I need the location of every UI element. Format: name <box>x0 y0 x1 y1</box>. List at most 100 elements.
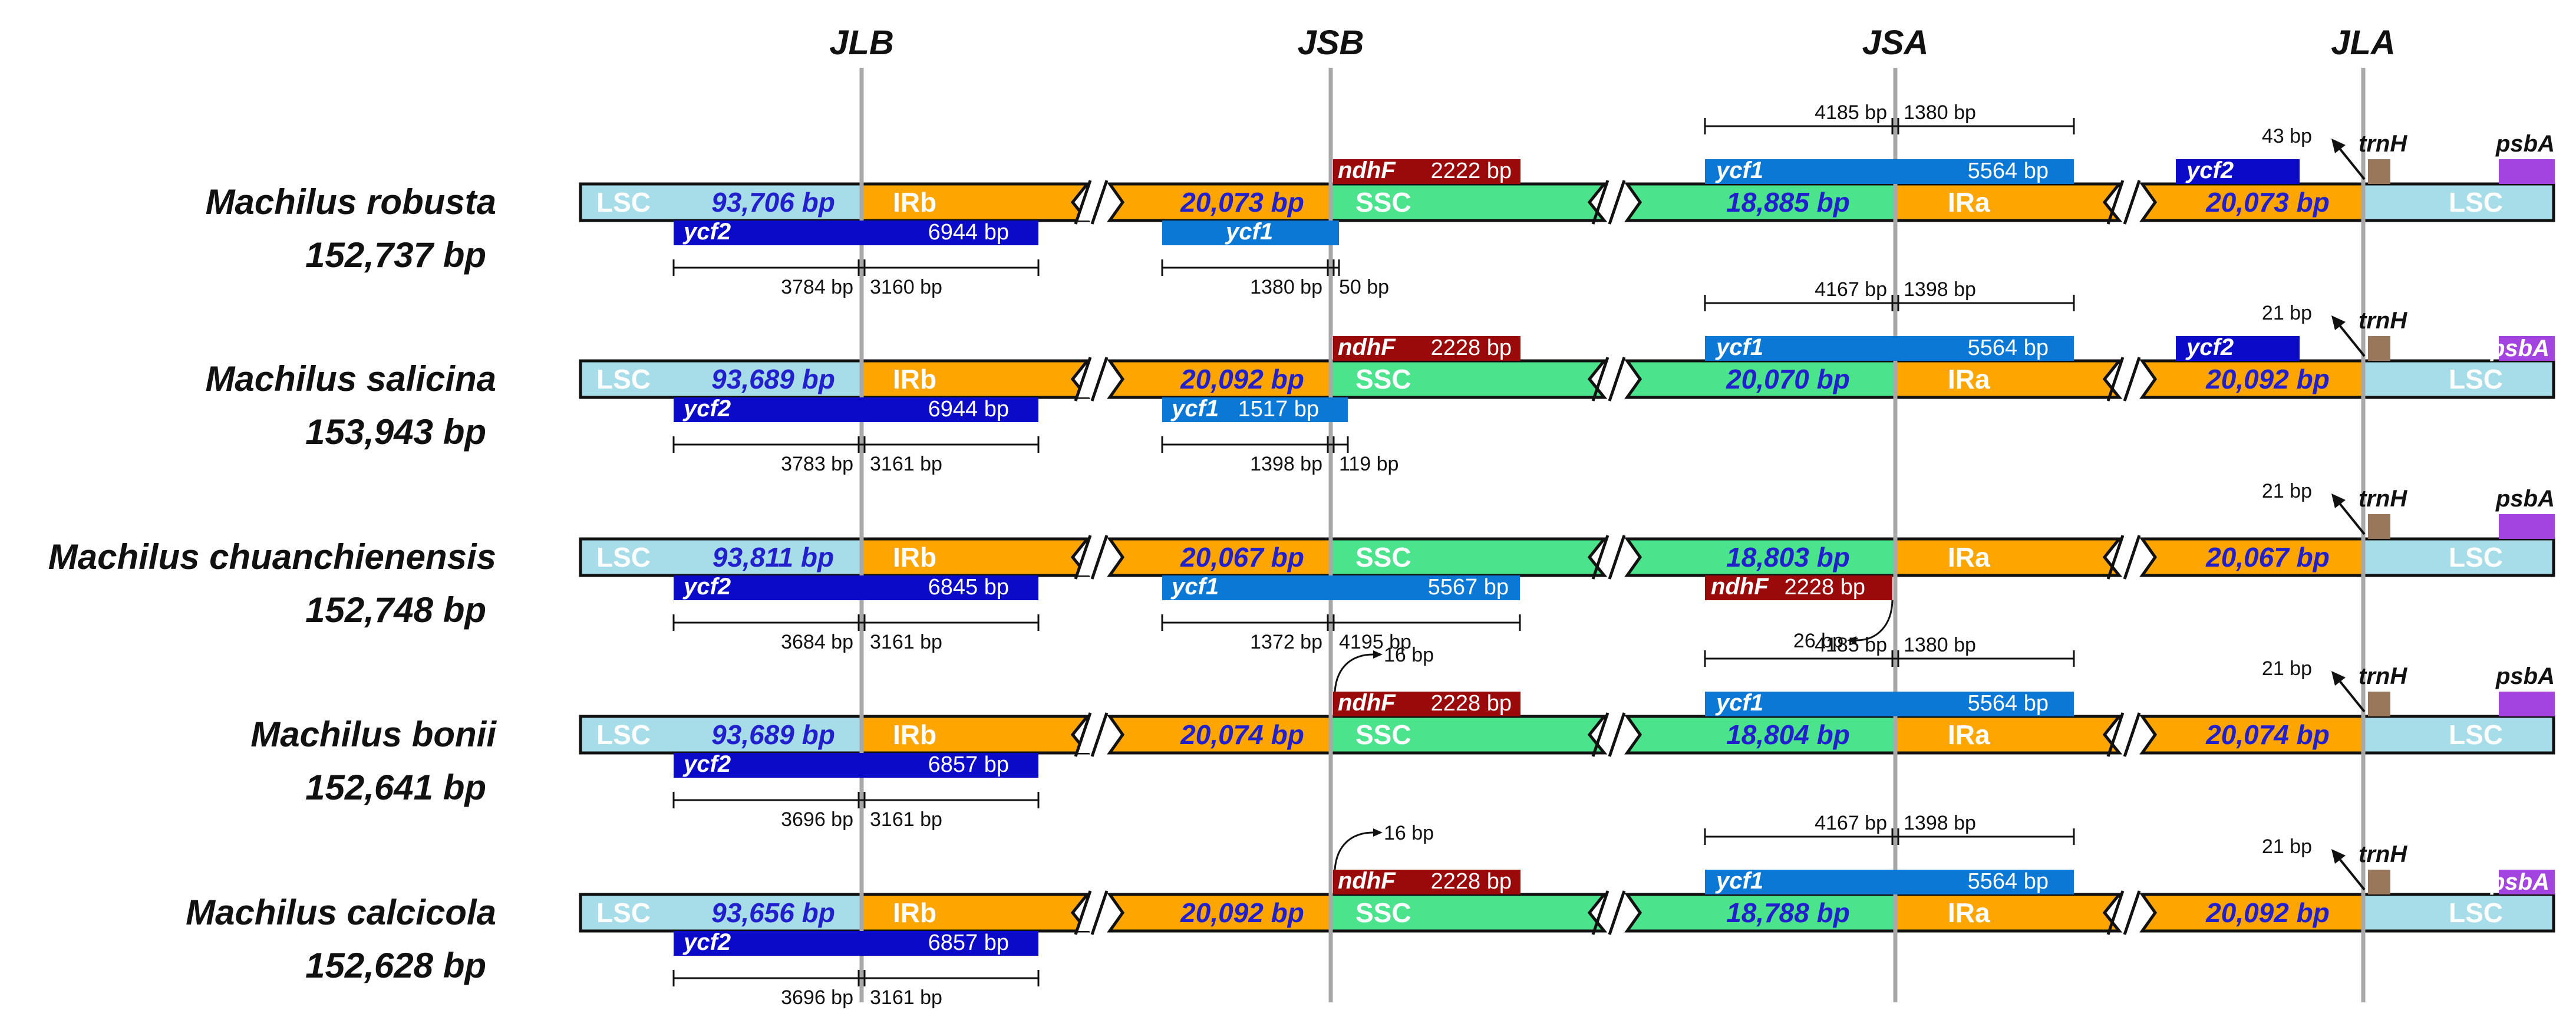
genome-length: 152,628 bp <box>305 946 486 985</box>
trnh-gene <box>2368 692 2390 716</box>
ycf2-jlb-dimension-right: 3160 bp <box>870 276 942 298</box>
trnh-label: trnH <box>2359 308 2407 334</box>
ycf2-jlb-size: 6845 bp <box>928 575 1009 600</box>
junction-label-jlb: JLB <box>829 24 894 62</box>
ndhf-offset: 16 bp <box>1384 822 1434 844</box>
ycf1-jsb-dimension <box>1161 436 1349 453</box>
trnh-distance: 21 bp <box>2262 480 2312 502</box>
psba-label: psbA <box>2490 335 2549 361</box>
ycf1-jsb-gene <box>1162 575 1520 600</box>
species-name: Machilus calcicola <box>186 893 496 932</box>
break-line <box>2106 712 2125 757</box>
ndhf-name: ndhF <box>1338 157 1396 183</box>
break-line <box>2106 357 2125 402</box>
ycf1-jsa-size: 5564 bp <box>1968 159 2049 183</box>
ycf1-jsa-dimension-left: 4167 bp <box>1815 278 1887 301</box>
ssc-length: 18,788 bp <box>1726 897 1850 928</box>
species-name: Machilus salicina <box>205 359 496 399</box>
ycf2-jla-gene <box>2176 159 2300 184</box>
ndhf-size: 2228 bp <box>1431 869 1512 894</box>
ycf1-jsa-name: ycf1 <box>1715 690 1763 716</box>
ycf2-jlb-dimension-right: 3161 bp <box>870 631 942 653</box>
ndhf-size: 2228 bp <box>1785 575 1865 600</box>
ycf1-jsb-dimension-right: 119 bp <box>1339 453 1399 475</box>
break-line <box>1608 712 1626 757</box>
ycf1-jsb-dimension-left: 1398 bp <box>1250 453 1322 475</box>
psba-gene <box>2499 336 2555 361</box>
ira-length: 20,092 bp <box>2205 364 2330 394</box>
ira-length: 20,073 bp <box>2205 187 2330 218</box>
irb-length: 20,074 bp <box>1180 719 1304 750</box>
trnh-gene <box>2368 514 2390 539</box>
ycf2-jlb-gene <box>674 931 1038 956</box>
region-label-lsc: LSC <box>596 542 651 573</box>
break-line <box>1608 890 1626 935</box>
ycf2-jlb-gene <box>674 753 1038 778</box>
ycf2-jlb-dimension-right: 3161 bp <box>870 453 942 475</box>
break-line <box>2123 890 2141 935</box>
ira-segment-a <box>1894 715 2123 755</box>
ycf1-jsa-dimension-right: 1398 bp <box>1904 812 1976 834</box>
ycf2-jlb-dimension-right: 3161 bp <box>870 808 942 831</box>
lsc-length: 93,689 bp <box>711 719 835 750</box>
ycf1-jsb-size: 1517 bp <box>1238 397 1319 422</box>
ycf2-jlb-dimension-left: 3696 bp <box>781 808 853 831</box>
ndhf-offset-arrowhead <box>1373 650 1383 659</box>
psba-label: psbA <box>2490 869 2549 895</box>
trnh-label: trnH <box>2359 663 2407 689</box>
trnh-arrowhead <box>2331 849 2346 864</box>
ycf2-jlb-name: ycf2 <box>682 751 731 777</box>
break-line <box>1090 890 1109 935</box>
trnh-distance: 21 bp <box>2262 835 2312 858</box>
ycf2-jlb-gene <box>674 221 1038 245</box>
ycf1-jsa-dimension-left: 4185 bp <box>1815 101 1887 124</box>
psba-gene <box>2499 514 2555 539</box>
ycf2-jla-name: ycf2 <box>2185 334 2234 360</box>
ycf1-jsb-name: ycf1 <box>1225 219 1273 245</box>
region-label-lsc: LSC <box>596 719 651 750</box>
break-line <box>1074 535 1092 580</box>
region-label-irb: IRb <box>893 187 936 218</box>
species-name: Machilus chuanchienensis <box>48 537 496 577</box>
ndhf-offset: 16 bp <box>1384 644 1434 666</box>
genome-length: 152,737 bp <box>305 235 486 275</box>
trnh-arrowhead <box>2331 494 2346 508</box>
ira-length: 20,067 bp <box>2205 542 2330 573</box>
break-line <box>2123 535 2141 580</box>
ira-segment-a <box>1894 359 2123 399</box>
trnh-label: trnH <box>2359 486 2407 512</box>
region-label-lsc: LSC <box>2449 364 2503 394</box>
ycf1-jsa-dimension <box>1704 650 2075 667</box>
region-label-ira: IRa <box>1948 542 1990 573</box>
break-line <box>1608 180 1626 225</box>
region-label-lsc: LSC <box>2449 719 2503 750</box>
break-line <box>1090 357 1109 402</box>
ycf1-jsa-gene <box>1705 336 2074 361</box>
ycf1-jsa-gene <box>1705 870 2074 894</box>
ira-segment-a <box>1894 182 2123 222</box>
irb-segment-b <box>1107 715 1332 755</box>
ycf1-jsb-gene <box>1162 221 1339 245</box>
ycf1-jsb-dimension-left: 1380 bp <box>1250 276 1322 298</box>
ycf1-jsa-dimension-left: 4185 bp <box>1815 634 1887 656</box>
region-label-lsc: LSC <box>596 897 651 928</box>
ssc-length: 18,803 bp <box>1726 542 1850 573</box>
ycf1-jsb-dimension <box>1161 614 1521 631</box>
break-line <box>1591 712 1609 757</box>
ndhf-offset-curve <box>1856 600 1894 641</box>
trnh-distance: 43 bp <box>2262 125 2312 147</box>
ycf1-jsa-gene <box>1705 159 2074 184</box>
ycf1-jsb-dimension-right: 50 bp <box>1339 276 1389 298</box>
ndhf-offset-arrowhead <box>1847 636 1856 644</box>
trnh-gene <box>2368 159 2390 184</box>
trnh-arrowhead <box>2331 139 2346 153</box>
ira-segment-b <box>2139 359 2365 399</box>
ycf1-jsa-name: ycf1 <box>1715 334 1763 360</box>
ndhf-size: 2228 bp <box>1431 691 1512 716</box>
ycf1-jsa-size: 5564 bp <box>1968 691 2049 716</box>
ycf1-jsa-dimension-right: 1398 bp <box>1904 278 1976 301</box>
ycf1-jsa-size: 5564 bp <box>1968 869 2049 894</box>
break-line <box>2106 890 2125 935</box>
ndhf-name: ndhF <box>1338 334 1396 360</box>
